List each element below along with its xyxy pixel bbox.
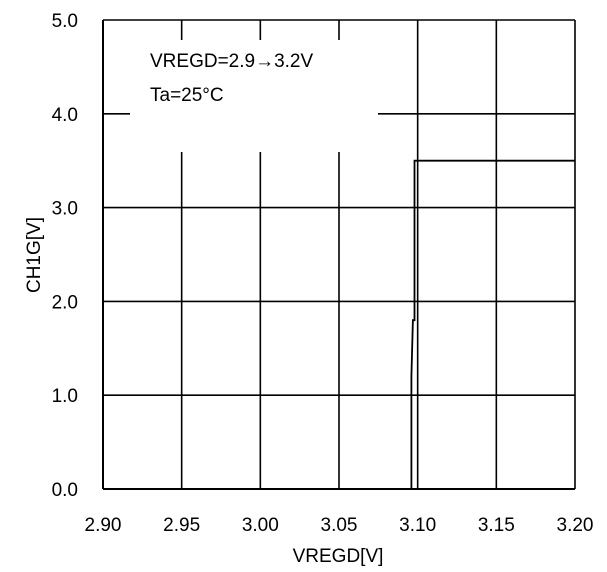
plot-frame xyxy=(102,20,575,490)
y-tick-label: 2.0 xyxy=(52,292,78,313)
y-tick-label: 0.0 xyxy=(52,480,78,501)
series-layer xyxy=(410,159,575,489)
x-tick-label: 2.95 xyxy=(163,515,200,536)
annotation-vregd-range: VREGD=2.9→3.2V xyxy=(150,51,313,72)
x-tick-label: 3.20 xyxy=(557,515,594,536)
x-tick-label: 2.90 xyxy=(85,515,122,536)
y-tick-label: 1.0 xyxy=(52,386,78,407)
series-line-0 xyxy=(410,159,575,489)
x-axis-label: VREGD[V] xyxy=(293,546,384,567)
x-tick-label: 3.00 xyxy=(242,515,279,536)
x-tick-label: 3.15 xyxy=(478,515,515,536)
y-tick-label: 4.0 xyxy=(52,105,78,126)
y-tick-label: 3.0 xyxy=(52,199,78,220)
x-tick-label: 3.05 xyxy=(321,515,358,536)
y-axis-label: CH1G[V] xyxy=(24,217,45,293)
x-tick-label: 3.10 xyxy=(399,515,436,536)
x-tick-labels: 2.90 2.95 3.00 3.05 3.10 3.15 3.20 xyxy=(85,515,594,536)
annotation-temperature: Ta=25°C xyxy=(150,85,224,106)
y-tick-labels: 0.0 1.0 2.0 3.0 4.0 5.0 xyxy=(52,11,78,501)
y-tick-label: 5.0 xyxy=(52,11,78,32)
annotation-box xyxy=(130,40,378,152)
